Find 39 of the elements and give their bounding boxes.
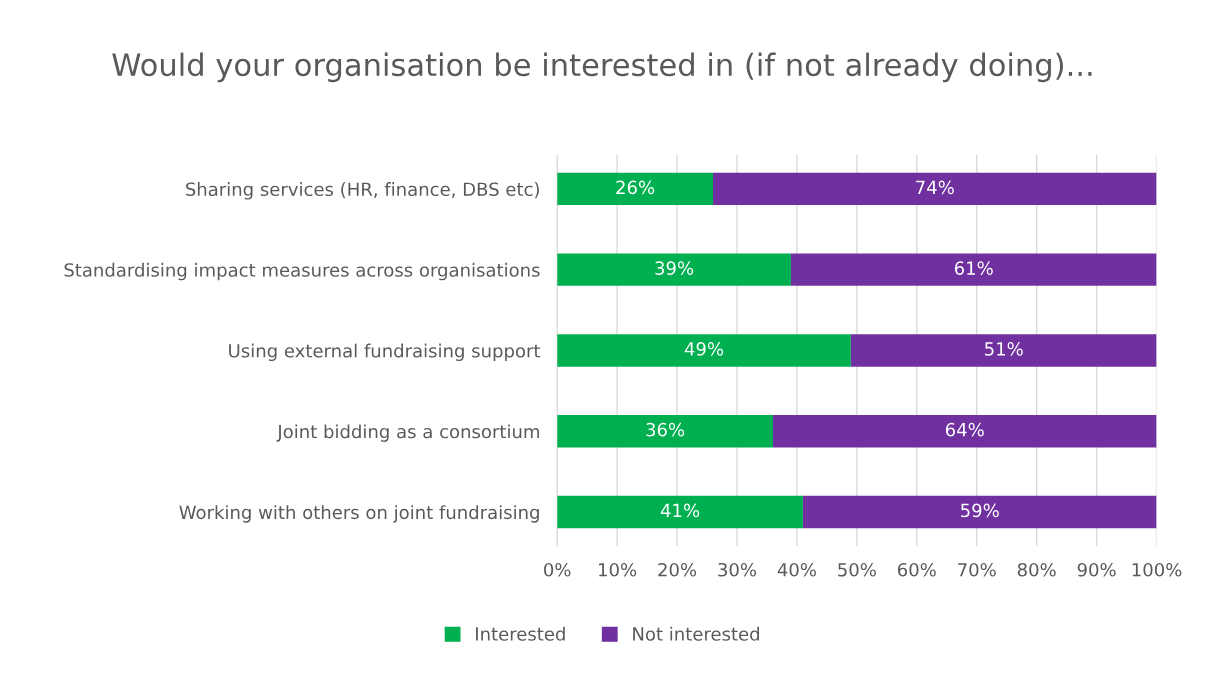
bar xyxy=(557,334,851,367)
x-tick-label: 10% xyxy=(599,562,637,577)
bar xyxy=(772,415,1157,448)
data-label: 61% xyxy=(954,261,993,275)
x-tick-label: 100% xyxy=(1132,562,1182,577)
legend-label: Not interested xyxy=(633,626,759,641)
data-label: 41% xyxy=(660,503,700,518)
data-label: 49% xyxy=(684,342,724,356)
y-tick-label: Sharing services (HR, finance, DBS etc) xyxy=(186,182,539,200)
data-label: 59% xyxy=(961,503,999,518)
legend-label: Interested xyxy=(476,626,565,641)
bar xyxy=(713,172,1157,206)
data-label: 36% xyxy=(646,422,685,437)
chart-title: Would your organisation be interested in (if not already doing)... xyxy=(112,52,1092,83)
x-tick-label: 0% xyxy=(544,562,571,577)
x-tick-label: 90% xyxy=(1077,562,1116,577)
data-label: 39% xyxy=(655,261,694,275)
y-tick-label: Working with others on joint fundraising xyxy=(179,505,539,523)
bar xyxy=(850,334,1157,367)
x-tick-label: 20% xyxy=(658,562,697,577)
x-tick-label: 70% xyxy=(958,562,996,577)
data-label: 74% xyxy=(916,180,954,195)
data-label: 26% xyxy=(616,180,655,195)
bar xyxy=(790,253,1157,286)
y-tick-label: Using external fundraising support xyxy=(229,343,541,362)
x-tick-label: 40% xyxy=(777,562,816,577)
data-label: 51% xyxy=(985,342,1023,356)
x-tick-label: 30% xyxy=(718,562,757,577)
y-tick-label: Standardising impact measures across organisations xyxy=(64,262,540,281)
x-tick-label: 80% xyxy=(1017,562,1056,577)
x-tick-label: 50% xyxy=(838,562,876,577)
bar xyxy=(557,495,803,529)
bar xyxy=(802,495,1157,529)
bar xyxy=(557,253,791,286)
y-tick-label: Joint bidding as a consortium xyxy=(276,424,539,442)
x-tick-label: 60% xyxy=(898,562,936,577)
bar xyxy=(557,172,714,206)
bar xyxy=(557,415,773,448)
data-label: 64% xyxy=(945,422,984,437)
